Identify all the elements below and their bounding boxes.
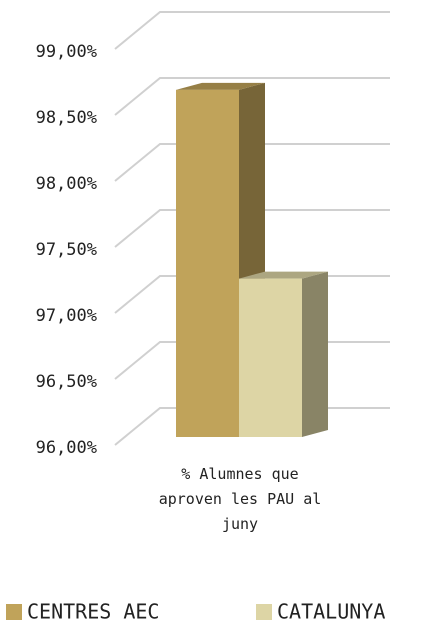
y-tick-label: 98,50% <box>36 108 97 128</box>
y-tick-label: 98,00% <box>36 174 97 194</box>
grid-line <box>114 209 390 248</box>
y-tick-label: 99,00% <box>36 42 97 62</box>
y-tick-label: 97,50% <box>36 240 97 260</box>
bar-top <box>239 271 328 279</box>
grid-line <box>114 11 390 50</box>
y-tick-label: 96,50% <box>36 372 97 392</box>
grid-line <box>114 77 390 116</box>
legend-label: CATALUNYA <box>277 600 385 624</box>
bar-side <box>302 271 328 437</box>
y-tick-label: 97,00% <box>36 306 97 326</box>
bar <box>176 89 239 437</box>
x-tick-label: % Alumnes que aproven les PAU al juny <box>158 465 322 533</box>
legend-swatch <box>256 604 272 620</box>
legend-swatch <box>6 604 22 620</box>
legend-label: CENTRES AEC <box>27 600 159 624</box>
grid-line <box>114 143 390 182</box>
y-tick-label: 96,00% <box>36 438 97 458</box>
bar <box>239 278 302 437</box>
bar-top <box>176 82 265 90</box>
